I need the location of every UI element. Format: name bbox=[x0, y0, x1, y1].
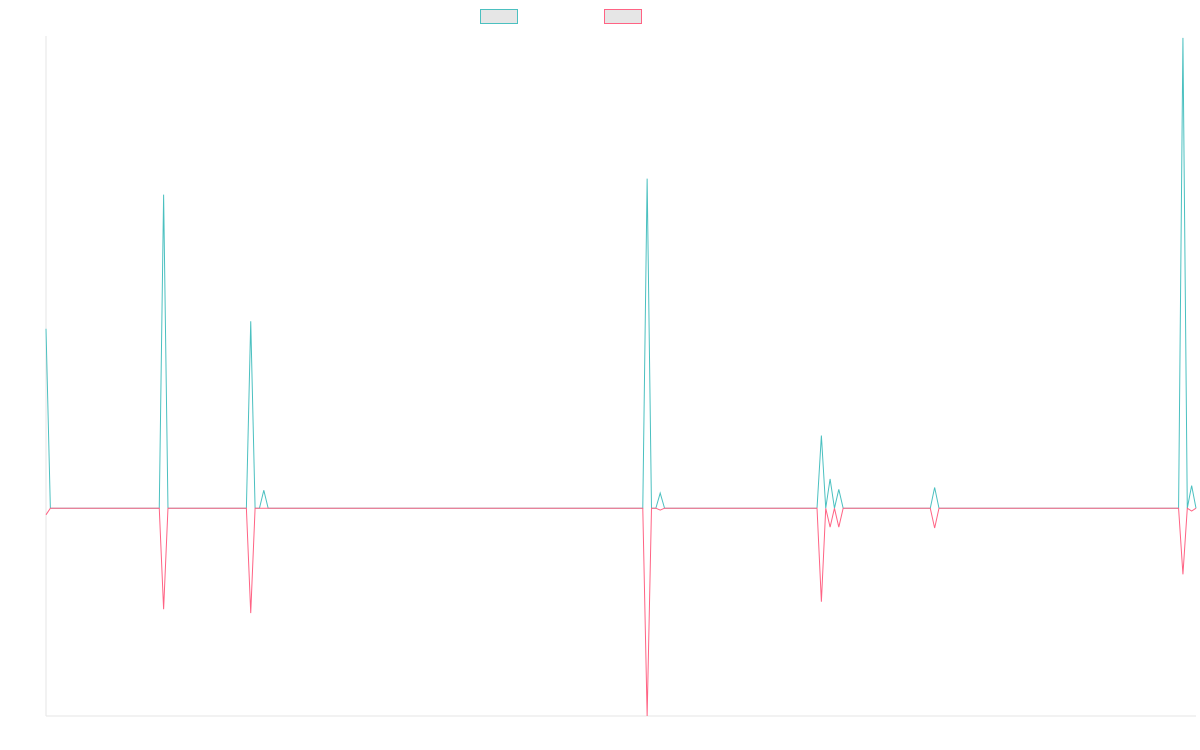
series-2-line bbox=[45, 507, 1197, 717]
series-1-line bbox=[45, 37, 1197, 509]
legend-swatch-series-2 bbox=[604, 9, 642, 24]
legend-item-series-2[interactable] bbox=[604, 9, 648, 24]
series-layer bbox=[45, 37, 1197, 717]
legend-item-series-1[interactable] bbox=[480, 9, 524, 24]
legend-swatch-series-1 bbox=[480, 9, 518, 24]
